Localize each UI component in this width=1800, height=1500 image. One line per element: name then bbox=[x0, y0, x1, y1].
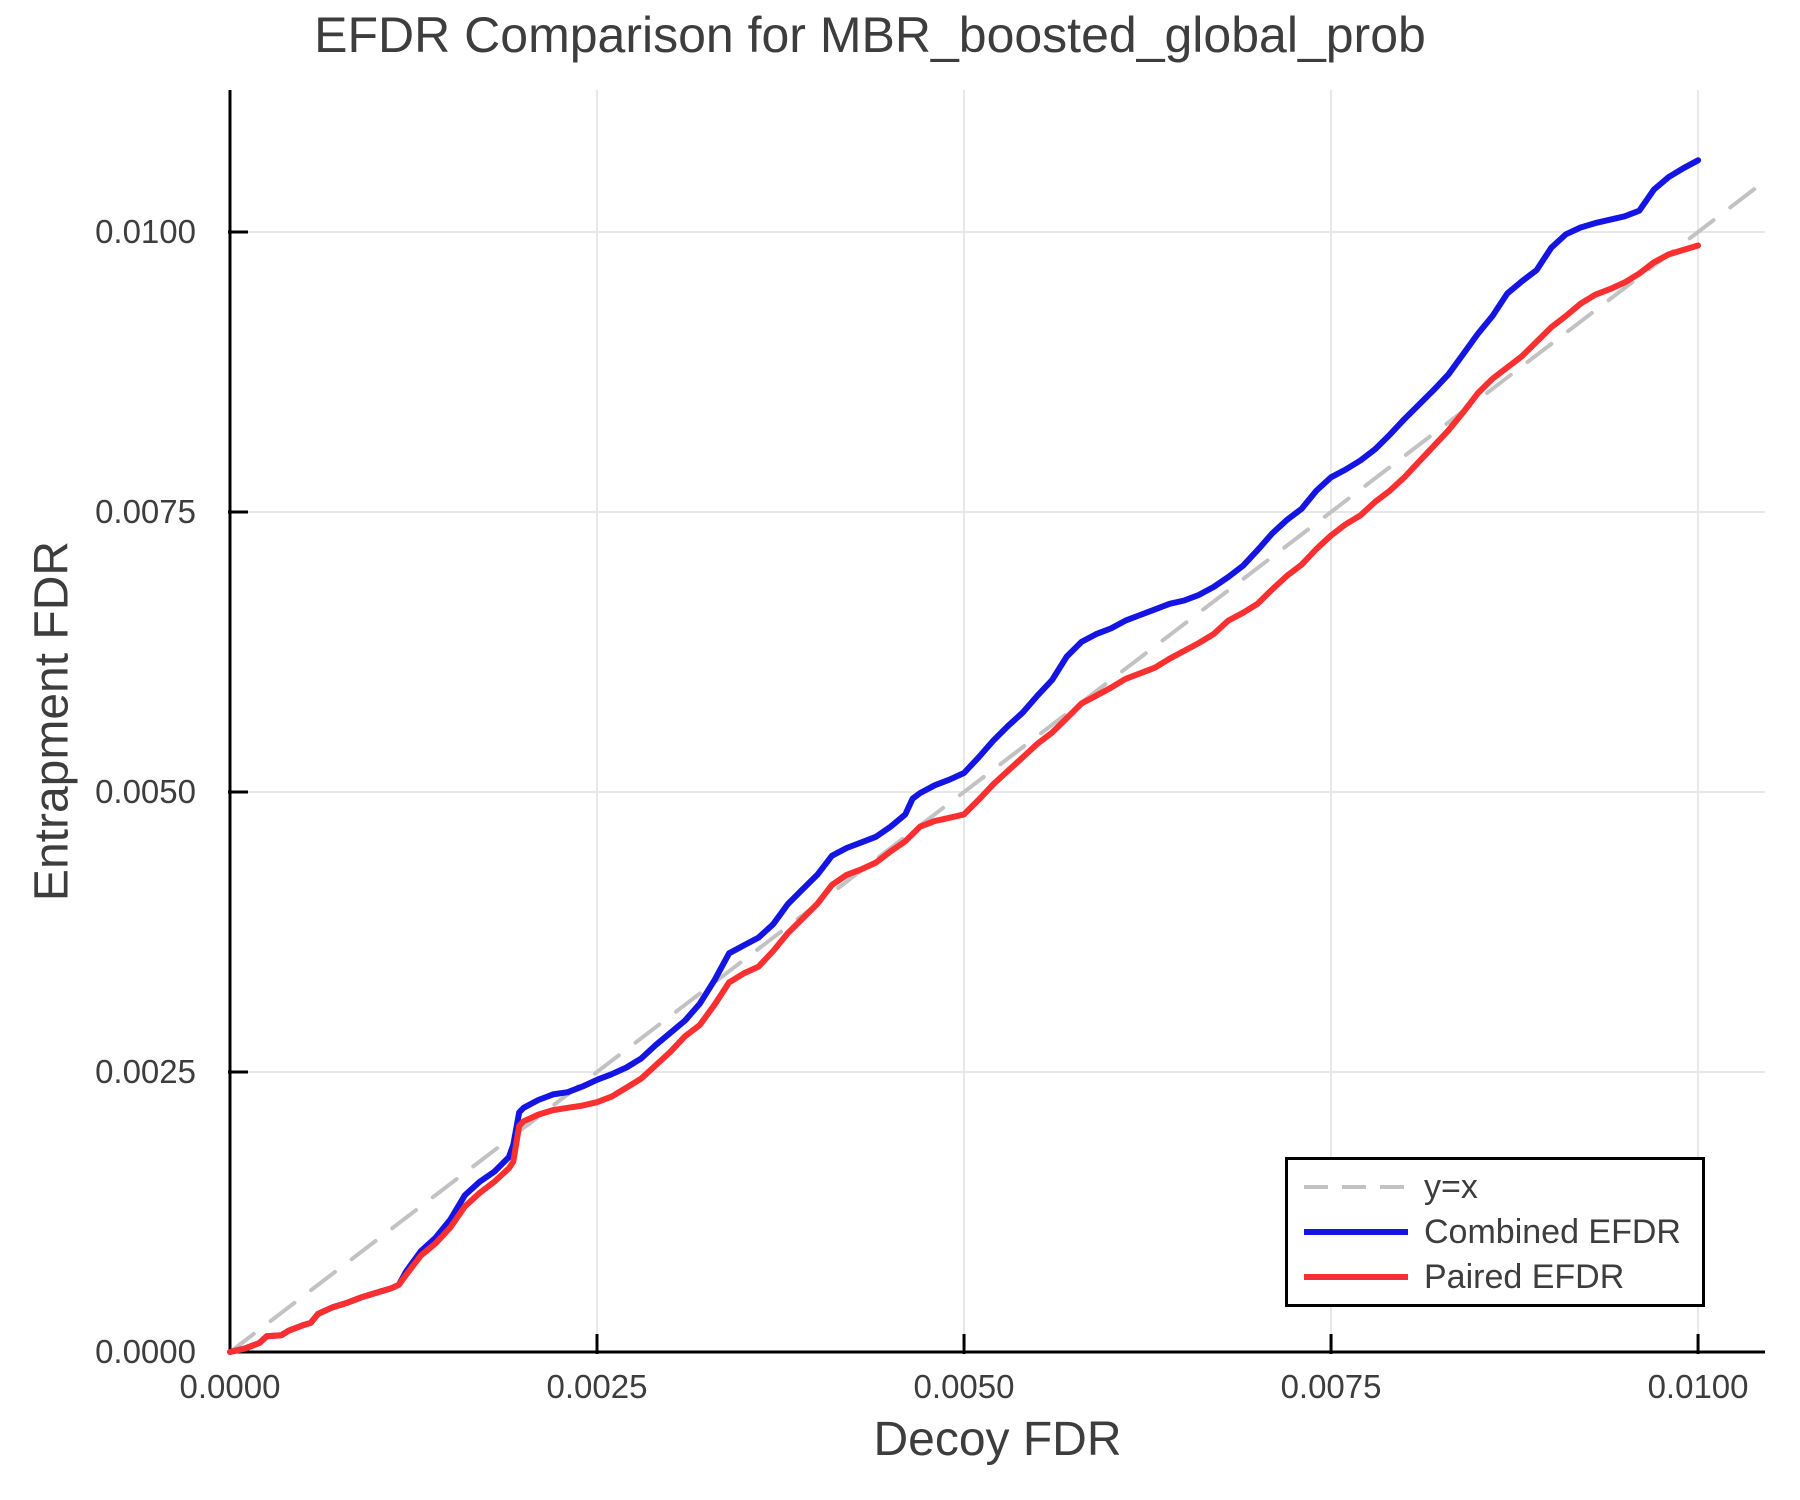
legend-red-line-swatch bbox=[1304, 1274, 1408, 1280]
legend-item-paired-efdr: Paired EFDR bbox=[1302, 1255, 1702, 1300]
y-axis-title: Entrapment FDR bbox=[25, 540, 79, 902]
legend-item-yx: y=x bbox=[1302, 1165, 1702, 1210]
y-tick-label: 0.0075 bbox=[95, 493, 196, 530]
chart-title: EFDR Comparison for MBR_boosted_global_p… bbox=[314, 7, 1426, 63]
legend-label-paired-efdr: Paired EFDR bbox=[1424, 1258, 1625, 1296]
identity-line bbox=[228, 178, 1767, 1354]
y-tick-label: 0.0100 bbox=[95, 213, 196, 250]
y-tick-label: 0.0025 bbox=[95, 1053, 196, 1090]
legend-blue-line-swatch bbox=[1304, 1229, 1408, 1235]
combined-efdr-line bbox=[227, 157, 1702, 1355]
legend-label-combined-efdr: Combined EFDR bbox=[1424, 1213, 1681, 1251]
legend-dashed-line-swatch bbox=[1304, 1185, 1408, 1189]
x-axis-title: Decoy FDR bbox=[873, 1413, 1122, 1466]
x-tick-label: 0.0050 bbox=[914, 1368, 1015, 1405]
x-tick-label: 0.0075 bbox=[1281, 1368, 1382, 1405]
paired-efdr-line bbox=[227, 242, 1702, 1355]
legend: y=x Combined EFDR Paired EFDR bbox=[1285, 1157, 1705, 1307]
y-tick-label: 0.0050 bbox=[95, 773, 196, 810]
legend-label-yx: y=x bbox=[1424, 1168, 1478, 1206]
x-tick-label: 0.0025 bbox=[547, 1368, 648, 1405]
y-tick-label: 0.0000 bbox=[95, 1333, 196, 1370]
x-tick-label: 0.0000 bbox=[180, 1368, 281, 1405]
x-tick-label: 0.0100 bbox=[1648, 1368, 1749, 1405]
legend-item-combined-efdr: Combined EFDR bbox=[1302, 1210, 1702, 1255]
